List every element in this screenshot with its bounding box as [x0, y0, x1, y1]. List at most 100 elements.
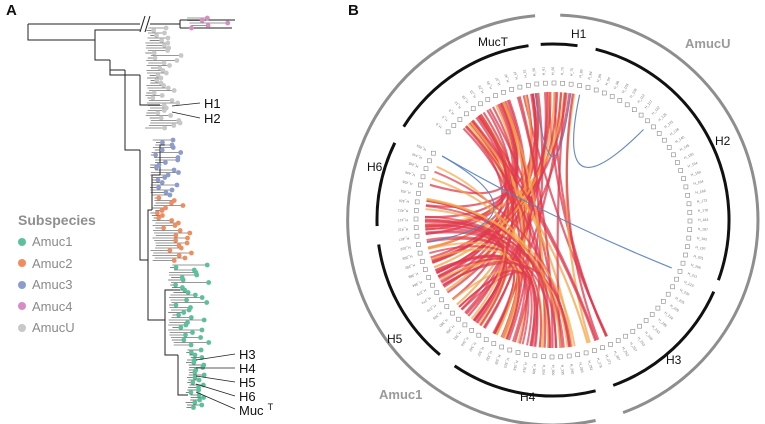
segment-block	[660, 298, 666, 304]
tree-leaf	[173, 238, 179, 243]
tree-leaf	[154, 210, 160, 216]
segment-block	[608, 342, 613, 347]
inner-arc	[540, 42, 578, 48]
tree-leaf	[177, 120, 183, 126]
tree-leaf	[173, 233, 179, 238]
segment-block	[501, 90, 506, 95]
tree-leaf	[169, 200, 174, 206]
tree-leaf	[182, 287, 187, 293]
tick-label: H_262	[621, 346, 629, 357]
tree-leaf	[190, 380, 196, 385]
type-strain-superscript: T	[268, 402, 274, 412]
tick-label: H_47	[513, 71, 519, 80]
tree-leaf	[156, 195, 162, 201]
tree-leaf	[156, 185, 162, 190]
segment-block	[585, 85, 591, 90]
tree-leaf	[185, 235, 190, 241]
segment-block	[651, 124, 656, 130]
tree-leaf	[184, 240, 190, 246]
tick-label: H_220	[679, 288, 690, 297]
tick-label: H_431	[400, 189, 411, 195]
segment-blocks	[413, 80, 693, 360]
tick-label: H_211	[687, 272, 698, 279]
segment-block	[532, 353, 538, 359]
synteny-link	[442, 260, 516, 334]
tree-leaf	[178, 150, 184, 155]
tree-leaf	[180, 277, 186, 283]
tree-leaf	[177, 228, 183, 233]
synteny-link	[458, 269, 526, 342]
tree-leaf	[163, 70, 169, 76]
tick-label: H_234	[663, 311, 674, 321]
segment-block	[637, 323, 642, 329]
tick-label: H_421	[398, 208, 409, 213]
tree-leaf	[160, 68, 166, 73]
tree-leaf	[175, 220, 181, 226]
tick-label: H_257	[629, 341, 638, 352]
inner-label-muct: MucT	[478, 35, 509, 49]
tree-leaf	[168, 113, 173, 118]
tree-leaf	[190, 330, 195, 335]
tree-leaf	[191, 405, 196, 410]
inner-arc	[375, 142, 397, 227]
tree-leaf	[163, 25, 169, 31]
tick-label: H_384	[412, 280, 423, 288]
tree-leaf	[201, 395, 206, 400]
segment-block	[681, 176, 686, 181]
segment-block	[469, 327, 474, 333]
segment-block	[558, 354, 563, 360]
tick-label: H_323	[503, 357, 510, 368]
segment-block	[534, 81, 540, 87]
inner-label-h5: H5	[387, 332, 403, 346]
segment-block	[444, 304, 450, 309]
segment-block	[418, 182, 423, 188]
tree-leaf	[159, 38, 165, 43]
synteny-link	[424, 219, 528, 344]
inner-label-h3: H3	[666, 353, 682, 367]
segment-block	[417, 250, 423, 256]
tree-leaf	[169, 218, 175, 223]
tick-label: H_168	[695, 189, 706, 195]
segment-block	[687, 218, 693, 224]
tick-label: H_131	[664, 120, 675, 130]
segment-block	[649, 312, 655, 317]
tick-label: H_454	[416, 143, 427, 152]
synteny-link	[469, 121, 574, 347]
segment-block	[685, 244, 690, 249]
tree-leaf	[171, 123, 177, 128]
tick-label: H_122	[651, 105, 661, 115]
tree-leaf	[199, 327, 205, 333]
tree-leaf	[159, 93, 165, 98]
tree-leaf	[176, 253, 182, 258]
tree-leaf	[198, 347, 204, 353]
segment-block	[439, 297, 444, 303]
segment-block	[509, 87, 514, 92]
segment-block	[485, 97, 491, 102]
tree-leaf	[206, 280, 212, 285]
tree-leaf	[174, 182, 180, 188]
outer-label-amuc1: Amuc1	[379, 387, 422, 402]
tick-label: H_98	[613, 80, 620, 89]
tree-branches	[27, 19, 235, 396]
synteny-link	[441, 155, 672, 269]
tree-leaf	[165, 40, 171, 46]
segment-block	[656, 131, 662, 136]
synteny-link	[502, 101, 546, 348]
tick-label: H_332	[485, 350, 493, 361]
tick-label: H_271	[604, 354, 611, 365]
synteny-link	[565, 93, 600, 341]
legend-dot	[18, 280, 26, 289]
inner-label-h4: H4	[520, 390, 536, 404]
legend-item-amuc4: Amuc4	[18, 296, 96, 318]
segment-block	[434, 290, 440, 295]
segment-block	[678, 168, 684, 173]
segment-block	[549, 354, 555, 360]
tick-label: H_206	[690, 263, 701, 270]
tick-label: H_426	[399, 198, 410, 203]
segment-block	[423, 166, 429, 171]
segment-block	[517, 84, 523, 90]
segment-block	[456, 316, 461, 322]
segment-block	[592, 348, 597, 353]
segment-block	[683, 252, 688, 258]
subspecies-legend: Subspecies Amuc1 Amuc2 Amuc3 Amuc4 AmucU	[18, 212, 96, 339]
